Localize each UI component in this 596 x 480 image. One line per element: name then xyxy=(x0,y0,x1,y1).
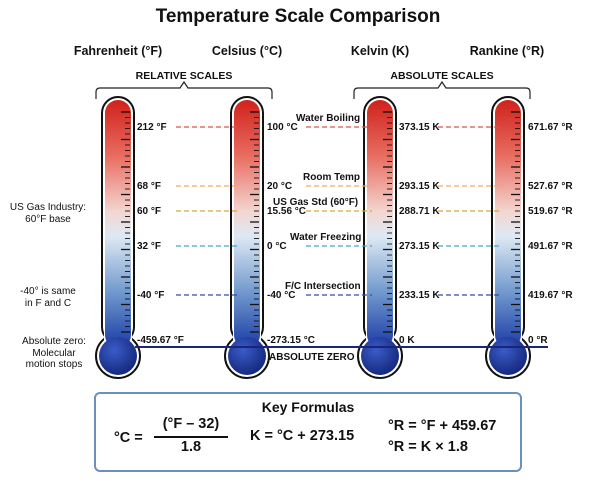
relative-scales-bracket xyxy=(95,80,273,99)
fahrenheit-value-absolute-zero: -459.67 °F xyxy=(137,335,184,346)
celsius-thermometer xyxy=(224,96,270,379)
fahrenheit-mercury-column xyxy=(105,100,131,348)
rankine-formula-from-f: °R = °F + 459.67 xyxy=(388,418,497,434)
fahrenheit-value-water-freezing: 32 °F xyxy=(137,241,162,252)
kelvin-value-fc-intersection: 233.15 K xyxy=(399,290,440,301)
column-header-celsius: Celsius (°C) xyxy=(211,44,283,58)
celsius-value-water-freezing: 0 °C xyxy=(267,241,287,252)
kelvin-value-absolute-zero: 0 K xyxy=(399,335,415,346)
kelvin-formula: K = °C + 273.15 xyxy=(250,428,355,444)
kelvin-value-us-gas-std: 288.71 K xyxy=(399,206,440,217)
group-label-relative: RELATIVE SCALES xyxy=(135,70,233,82)
note-same-in-f-c: -40° is same in F and C xyxy=(20,286,76,309)
fahrenheit-value-room-temp: 68 °F xyxy=(137,181,162,192)
celsius-value-water-boiling: 100 °C xyxy=(267,122,298,133)
kelvin-bulb xyxy=(361,337,399,375)
rankine-value-us-gas-std: 519.67 °R xyxy=(528,206,573,217)
column-header-rankine: Rankine (°R) xyxy=(469,44,545,58)
fahrenheit-bulb xyxy=(99,337,137,375)
kelvin-value-water-boiling: 373.15 K xyxy=(399,122,440,133)
kelvin-value-water-freezing: 273.15 K xyxy=(399,241,440,252)
rankine-thermometer xyxy=(485,96,531,379)
rankine-formula-from-k: °R = K × 1.8 xyxy=(388,439,468,455)
celsius-formula-denominator: 1.8 xyxy=(180,439,202,455)
fahrenheit-value-water-boiling: 212 °F xyxy=(137,122,167,133)
kelvin-thermometer xyxy=(357,96,403,379)
label-absolute-zero: ABSOLUTE ZERO xyxy=(269,352,355,363)
kelvin-mercury-column xyxy=(367,100,393,348)
page-title: Temperature Scale Comparison xyxy=(155,6,441,27)
kelvin-value-room-temp: 293.15 K xyxy=(399,181,440,192)
celsius-formula-lhs: °C = xyxy=(114,430,143,446)
column-header-fahrenheit: Fahrenheit (°F) xyxy=(73,44,163,58)
rankine-bulb xyxy=(489,337,527,375)
rankine-value-room-temp: 527.67 °R xyxy=(528,181,573,192)
celsius-bulb xyxy=(228,337,266,375)
note-gas-industry: US Gas Industry: 60°F base xyxy=(9,202,87,225)
celsius-mercury-column xyxy=(234,100,260,348)
key-formulas-title: Key Formulas xyxy=(261,399,355,415)
note-absolute-zero: Absolute zero: Molecular motion stops xyxy=(22,336,86,370)
celsius-value-us-gas-std: 15.56 °C xyxy=(267,206,307,217)
celsius-value-absolute-zero: -273.15 °C xyxy=(267,335,315,346)
fahrenheit-value-fc-intersection: -40 °F xyxy=(137,290,165,301)
fraction-bar xyxy=(154,436,228,438)
celsius-value-fc-intersection: -40 °C xyxy=(267,290,296,301)
celsius-formula-numerator: (°F – 32) xyxy=(162,416,220,432)
absolute-scales-bracket xyxy=(353,80,531,99)
label-us-gas-std: US Gas Std (60°F) xyxy=(273,197,359,208)
label-room-temp: Room Temp xyxy=(303,172,361,183)
fahrenheit-value-us-gas-std: 60 °F xyxy=(137,206,162,217)
label-fc-intersection: F/C Intersection xyxy=(285,281,361,292)
rankine-value-absolute-zero: 0 °R xyxy=(528,335,548,346)
column-header-kelvin: Kelvin (K) xyxy=(350,44,410,58)
key-formulas-box: Key Formulas °C = (°F – 32) 1.8 K = °C +… xyxy=(94,392,522,472)
rankine-value-fc-intersection: 419.67 °R xyxy=(528,290,573,301)
group-label-absolute: ABSOLUTE SCALES xyxy=(390,70,494,82)
label-water-freezing: Water Freezing xyxy=(290,232,362,243)
rankine-mercury-column xyxy=(495,100,521,348)
label-water-boiling: Water Boiling xyxy=(296,113,361,124)
rankine-value-water-boiling: 671.67 °R xyxy=(528,122,573,133)
rankine-value-water-freezing: 491.67 °R xyxy=(528,241,573,252)
celsius-value-room-temp: 20 °C xyxy=(267,181,293,192)
fahrenheit-thermometer xyxy=(95,96,141,379)
